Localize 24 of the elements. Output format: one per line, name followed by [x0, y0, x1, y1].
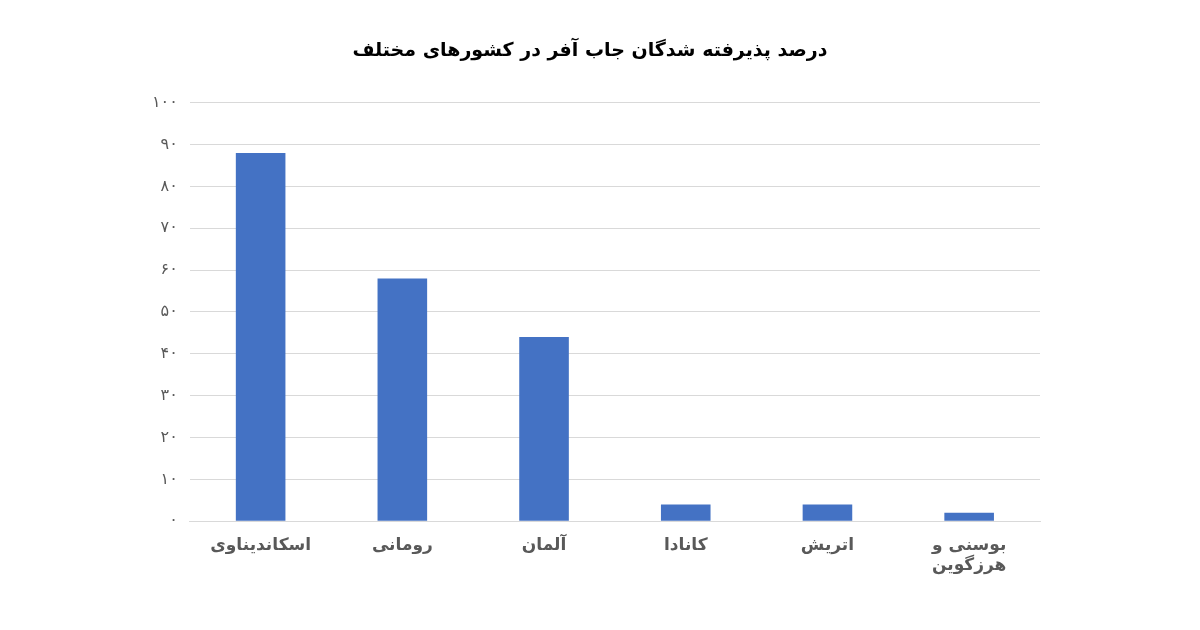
x-tick-label: کانادا [663, 533, 708, 554]
x-tick-label: رومانی [371, 533, 433, 555]
y-tick-label: ۱۰ [160, 468, 178, 488]
y-tick-label: ۳۰ [160, 384, 178, 404]
chart-title: درصد پذیرفته شدگان جاب آفر در کشورهای مختلف [352, 37, 828, 62]
y-tick-label: ۸۰ [160, 175, 178, 195]
bar [377, 278, 428, 521]
x-tick-label: اسکاندیناوی [210, 533, 312, 555]
y-tick-label: ۱۰۰ [152, 91, 178, 111]
x-tick-label: آلمان [521, 532, 568, 554]
y-tick-label: ۵۰ [160, 301, 178, 321]
bar [235, 153, 286, 521]
bar [944, 512, 994, 521]
y-tick-label: ۶۰ [160, 259, 178, 279]
bar [660, 504, 711, 521]
bar [802, 504, 853, 521]
y-tick-label: ۴۰ [160, 343, 178, 362]
x-tick-label: اتریش [800, 533, 855, 555]
x-tick-label: بوسنی و هرزگوین [930, 533, 1007, 576]
y-tick-label: ۰ [169, 510, 178, 530]
y-tick-label: ۷۰ [160, 217, 178, 237]
y-tick-label: ۹۰ [160, 133, 178, 153]
y-tick-label: ۲۰ [160, 426, 178, 446]
bar [519, 337, 569, 521]
